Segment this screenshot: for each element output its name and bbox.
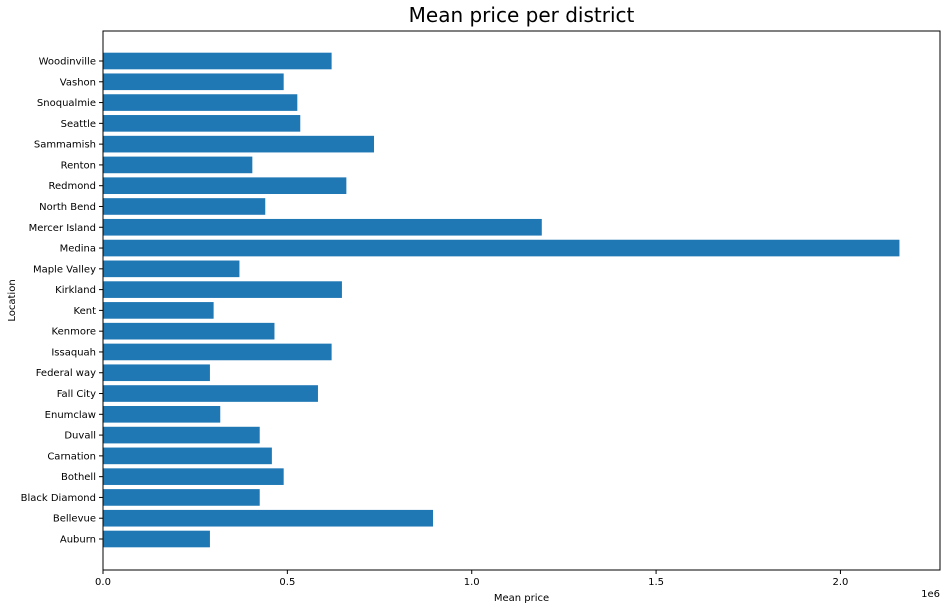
bar-medina [103, 239, 900, 257]
x-axis-label: Mean price [494, 593, 549, 604]
bar-federal-way [103, 364, 210, 382]
bar-issaquah [103, 343, 332, 361]
x-tick-label: 1.0 [464, 577, 480, 588]
bar-auburn [103, 530, 210, 548]
y-tick-label: Bellevue [53, 514, 96, 525]
bar-fall-city [103, 385, 318, 402]
y-axis-label: Location [7, 279, 18, 321]
x-tick-label: 2.0 [832, 577, 848, 588]
bar-renton [103, 156, 253, 174]
y-tick-label: Woodinville [39, 57, 96, 68]
plot-frame [102, 30, 941, 571]
x-tick-label: 1.5 [648, 577, 664, 588]
y-tick-label: Vashon [60, 77, 96, 88]
bar-kent [103, 302, 214, 319]
y-axis-ticks: Auburn Bellevue Black Diamond Bothell Carnat… [21, 57, 103, 546]
bars-group [103, 52, 900, 548]
y-tick-label: Sammamish [34, 140, 96, 151]
bar-enumclaw [103, 405, 221, 423]
y-tick-label: Maple Valley [33, 264, 96, 275]
y-tick-label: Bothell [61, 472, 96, 483]
bar-bothell [103, 468, 284, 485]
bar-black-diamond [103, 489, 260, 506]
x-axis-ticks: 0.0 0.5 1.0 1.5 2.0 [95, 570, 848, 588]
y-tick-label: Federal way [36, 368, 96, 379]
y-tick-label: Seattle [61, 119, 96, 130]
bar-mercer-island [103, 218, 542, 236]
y-tick-label: Renton [61, 160, 96, 171]
bar-sammamish [103, 135, 375, 153]
bar-maple-valley [103, 260, 240, 278]
y-tick-label: Kenmore [52, 327, 96, 338]
bar-woodinville [103, 52, 332, 70]
bar-duvall [103, 426, 260, 444]
bar-kenmore [103, 322, 275, 340]
chart-title: Mean price per district [409, 3, 635, 27]
bar-snoqualmie [103, 94, 298, 111]
y-tick-label: Auburn [60, 535, 96, 546]
bar-north-bend [103, 198, 266, 215]
bar-carnation [103, 447, 272, 465]
bar-seattle [103, 115, 301, 132]
y-tick-label: Duvall [64, 431, 96, 442]
y-tick-label: Kent [74, 306, 97, 317]
y-tick-label: Medina [60, 244, 96, 255]
bar-kirkland [103, 281, 342, 298]
x-axis-offset-text: 1e6 [921, 589, 940, 600]
y-tick-label: Mercer Island [29, 223, 96, 234]
bar-redmond [103, 177, 347, 195]
y-tick-label: Enumclaw [45, 410, 96, 421]
y-tick-label: Issaquah [51, 347, 96, 358]
y-tick-label: Kirkland [55, 285, 96, 296]
y-tick-label: Carnation [47, 451, 96, 462]
x-tick-label: 0.5 [279, 577, 295, 588]
bar-bellevue [103, 509, 434, 527]
x-tick-label: 0.0 [95, 577, 111, 588]
y-tick-label: Fall City [57, 389, 96, 400]
y-tick-label: Snoqualmie [37, 98, 96, 109]
y-tick-label: Redmond [48, 181, 96, 192]
bar-vashon [103, 73, 284, 91]
y-tick-label: North Bend [39, 202, 96, 213]
y-tick-label: Black Diamond [21, 493, 96, 504]
